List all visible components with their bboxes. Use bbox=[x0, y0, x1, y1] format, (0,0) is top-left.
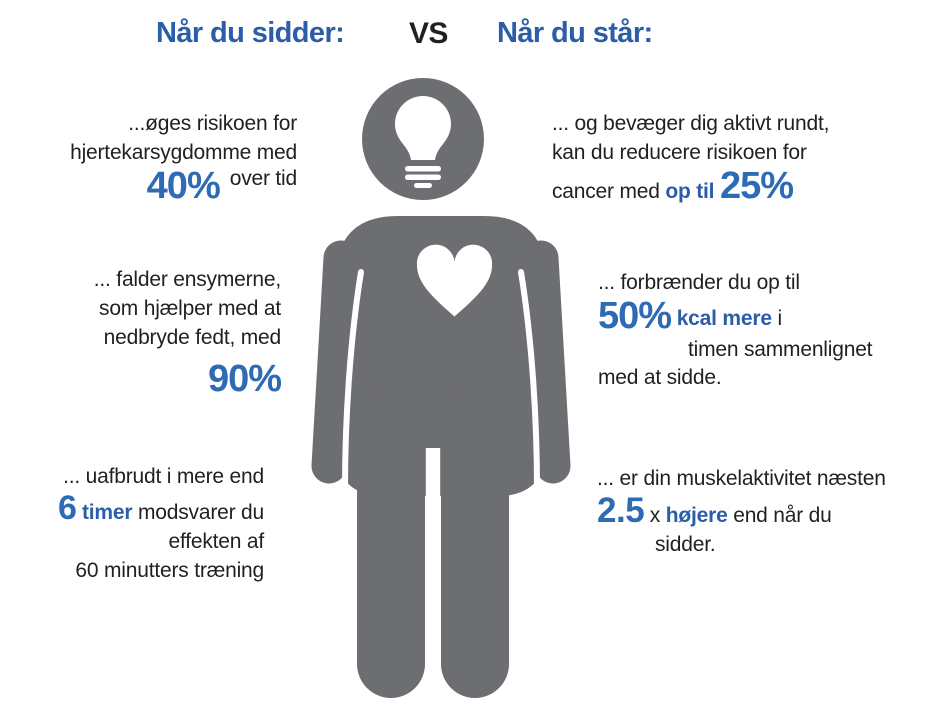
fact-value-line: 50% kcal mere i bbox=[598, 297, 872, 336]
lightbulb-icon bbox=[395, 96, 451, 188]
stat-suffix: over tid bbox=[229, 167, 297, 190]
leg-gap bbox=[425, 448, 441, 500]
fact-text-line: 60 minutters træning bbox=[75, 559, 264, 582]
header-sitting: Når du sidder: bbox=[156, 17, 345, 49]
fact-text-line: ... uafbrudt i mere end bbox=[63, 465, 264, 488]
fact-text: cancer med bbox=[552, 180, 660, 203]
fact-standing-calories: ... forbrænder du op til 50% kcal mere i… bbox=[598, 269, 873, 392]
fact-text: modsvarer du bbox=[138, 501, 264, 524]
fact-text-line: ... og bevæger dig aktivt rundt, bbox=[552, 112, 830, 135]
header-standing: Når du står: bbox=[497, 17, 653, 49]
fact-sitting-six-hours: ... uafbrudt i mere end 6 timer modsvare… bbox=[58, 462, 264, 585]
fact-text-line: med at sidde. bbox=[598, 366, 722, 389]
kcal-more-note: kcal mere i bbox=[677, 305, 782, 333]
fact-text-line: ...øges risikoen for bbox=[128, 112, 297, 135]
fact-standing-muscle-activity: ... er din muskelaktivitet næsten 2.5 x … bbox=[597, 464, 886, 559]
stat-unit: timer bbox=[82, 501, 133, 524]
stat-value: 90% bbox=[207, 358, 282, 400]
fact-value-line: 40% over tid bbox=[70, 165, 298, 207]
stat-value: 25% bbox=[719, 165, 794, 207]
fact-text-line: ... falder ensymerne, bbox=[93, 268, 281, 291]
stat-emphasis: kcal mere bbox=[676, 307, 772, 330]
stat-value: 2.5 bbox=[597, 491, 645, 530]
heart-icon bbox=[416, 244, 493, 317]
fact-standing-cancer-risk: ... og bevæger dig aktivt rundt, kan du … bbox=[552, 109, 829, 206]
fact-text-line: effekten af bbox=[168, 530, 265, 553]
stat-value: 6 bbox=[57, 489, 77, 527]
fact-text-line: nedbryde fedt, med bbox=[103, 326, 282, 349]
left-arm-gap bbox=[342, 269, 364, 491]
fact-text: end når du bbox=[733, 504, 832, 527]
fact-text: i bbox=[777, 307, 782, 330]
right-arm-gap bbox=[518, 269, 540, 491]
fact-value-line: 2.5 x højere end når du bbox=[597, 493, 886, 530]
fact-text-line: ... er din muskelaktivitet næsten bbox=[597, 467, 886, 490]
stat-emphasis: højere bbox=[665, 504, 728, 527]
fact-text-line: sidder. bbox=[655, 533, 716, 556]
fact-sitting-enzymes: ... falder ensymerne, som hjælper med at… bbox=[93, 265, 282, 400]
fact-text-line: hjertekarsygdomme med bbox=[70, 141, 297, 164]
fact-text: x bbox=[649, 504, 661, 527]
fact-value-line: 90% bbox=[94, 358, 282, 400]
fact-sitting-heart-risk: ...øges risikoen for hjertekarsygdomme m… bbox=[70, 109, 297, 206]
header-vs: VS bbox=[409, 17, 448, 50]
figure-right-arm bbox=[523, 240, 571, 484]
stat-value: 40% bbox=[146, 165, 221, 207]
fact-text-line: som hjælper med at bbox=[99, 297, 281, 320]
fact-value-line: 6 timer modsvarer du bbox=[58, 491, 264, 527]
fact-value-line: cancer med op til 25% bbox=[552, 167, 829, 206]
stat-emphasis: op til bbox=[665, 180, 715, 203]
stat-value: 50% bbox=[598, 295, 672, 337]
fact-text-line: timen sammenlignet bbox=[688, 338, 873, 361]
fact-text-line: kan du reducere risikoen for bbox=[552, 141, 807, 164]
figure-left-arm bbox=[311, 240, 359, 484]
fact-text-line: ... forbrænder du op til bbox=[598, 271, 800, 294]
